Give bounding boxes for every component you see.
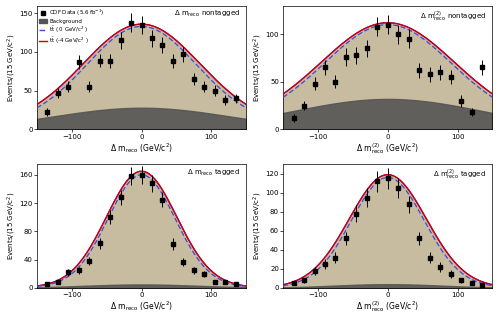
X-axis label: Δ m$_\mathrm{reco}$ (GeV/c$^2$): Δ m$_\mathrm{reco}$ (GeV/c$^2$) [110,300,173,314]
X-axis label: Δ m$_\mathrm{reco}$ (GeV/c$^2$): Δ m$_\mathrm{reco}$ (GeV/c$^2$) [110,141,173,155]
Text: Δ m$^{(2)}_\mathrm{reco}$ nontagged: Δ m$^{(2)}_\mathrm{reco}$ nontagged [420,9,486,24]
Y-axis label: Events/(15 GeV/c$^2$): Events/(15 GeV/c$^2$) [5,33,18,101]
Text: Δ m$^{(2)}_\mathrm{reco}$ tagged: Δ m$^{(2)}_\mathrm{reco}$ tagged [433,168,486,182]
Y-axis label: Events/(15 GeV/c$^2$): Events/(15 GeV/c$^2$) [5,192,18,260]
X-axis label: Δ m$^{(2)}_\mathrm{reco}$ (GeV/c$^2$): Δ m$^{(2)}_\mathrm{reco}$ (GeV/c$^2$) [356,141,419,156]
Y-axis label: Events/(15 GeV/c$^2$): Events/(15 GeV/c$^2$) [252,192,264,260]
Text: Δ m$_\mathrm{reco}$ tagged: Δ m$_\mathrm{reco}$ tagged [187,168,240,178]
Legend: CDF Data (5.6 fb$^{-1}$), Background, t$\bar{\mathrm{t}}$ ( 0 GeV/c$^2$ ), t$\ba: CDF Data (5.6 fb$^{-1}$), Background, t$… [38,7,105,46]
X-axis label: Δ m$^{(2)}_\mathrm{reco}$ (GeV/c$^2$): Δ m$^{(2)}_\mathrm{reco}$ (GeV/c$^2$) [356,300,419,315]
Text: Δ m$_\mathrm{reco}$ nontagged: Δ m$_\mathrm{reco}$ nontagged [174,9,240,20]
Y-axis label: Events/(15 GeV/c$^2$): Events/(15 GeV/c$^2$) [252,33,264,101]
